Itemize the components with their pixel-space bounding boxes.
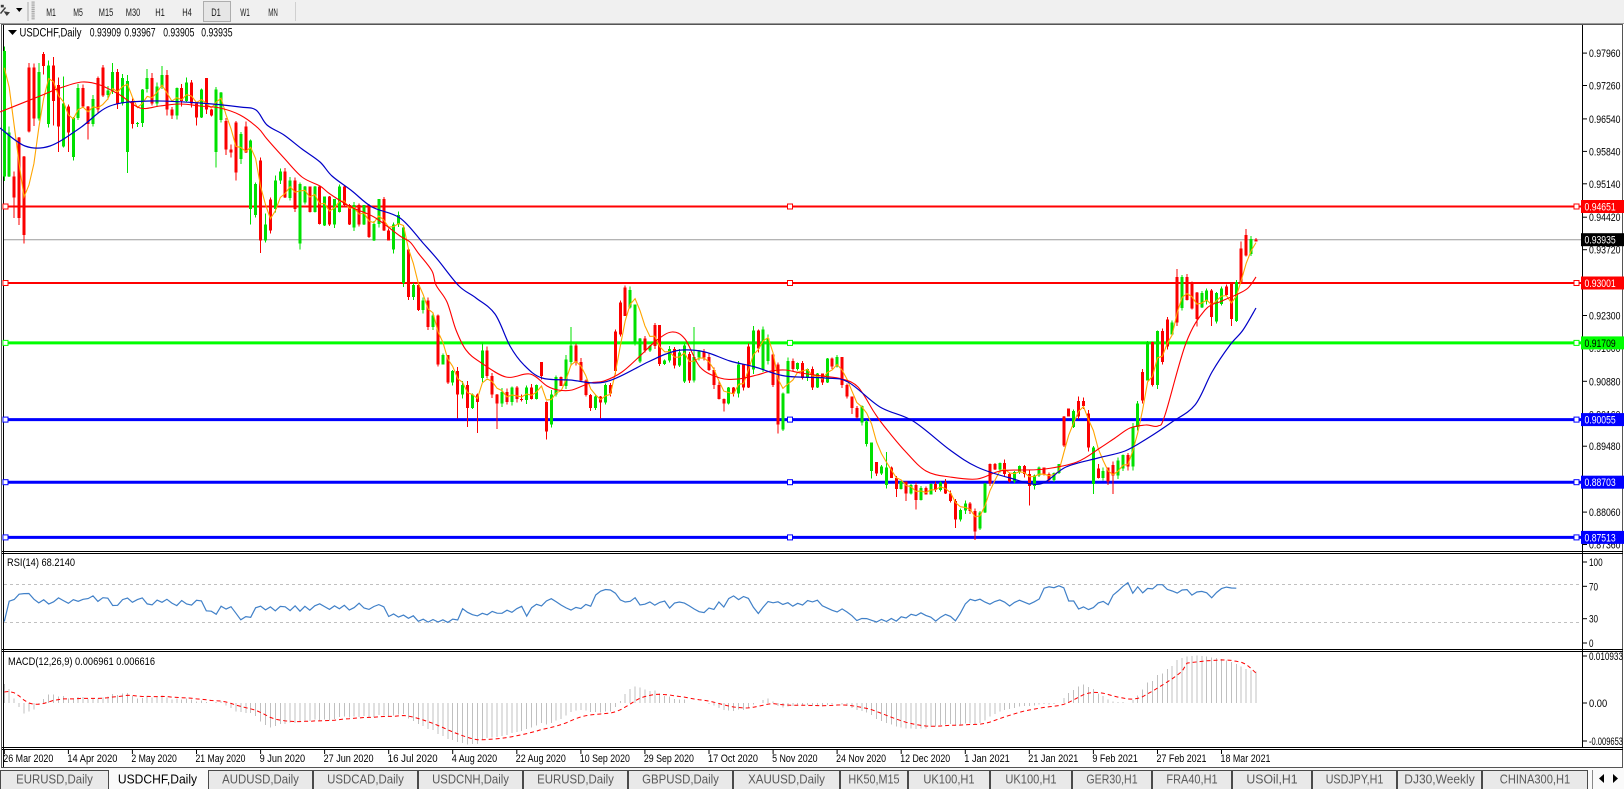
svg-text:0.89480: 0.89480: [1589, 441, 1621, 453]
svg-text:USOil,H1: USOil,H1: [1246, 773, 1297, 787]
svg-text:0.010933: 0.010933: [1589, 651, 1623, 663]
svg-text:D1: D1: [211, 7, 221, 19]
svg-text:USDCAD,Daily: USDCAD,Daily: [327, 773, 404, 787]
svg-text:12 Dec 2020: 12 Dec 2020: [900, 753, 950, 765]
svg-text:30: 30: [1589, 614, 1598, 626]
svg-text:2 May 2020: 2 May 2020: [131, 753, 177, 765]
svg-text:GBPUSD,Daily: GBPUSD,Daily: [642, 773, 719, 787]
svg-text:0.87513: 0.87513: [1585, 532, 1616, 544]
svg-text:EURUSD,Daily: EURUSD,Daily: [16, 773, 93, 787]
svg-text:27 Feb 2021: 27 Feb 2021: [1157, 753, 1207, 765]
svg-text:0.91709: 0.91709: [1585, 338, 1616, 350]
svg-text:0.94420: 0.94420: [1589, 212, 1621, 224]
svg-text:14 Apr 2020: 14 Apr 2020: [67, 753, 117, 765]
svg-text:0.97960: 0.97960: [1589, 48, 1621, 60]
svg-text:DJ30,Weekly: DJ30,Weekly: [1404, 773, 1475, 787]
svg-text:17 Oct 2020: 17 Oct 2020: [708, 753, 758, 765]
svg-text:CHINA300,H1: CHINA300,H1: [1500, 773, 1570, 787]
svg-text:USDCHF,Daily: USDCHF,Daily: [20, 28, 82, 40]
svg-text:H4: H4: [182, 7, 192, 19]
svg-text:MACD(12,26,9) 0.006961 0.00661: MACD(12,26,9) 0.006961 0.006616: [8, 656, 155, 668]
svg-text:22 Aug 2020: 22 Aug 2020: [516, 753, 566, 765]
svg-text:18 Mar 2021: 18 Mar 2021: [1221, 753, 1271, 765]
svg-text:RSI(14) 68.2140: RSI(14) 68.2140: [7, 557, 75, 569]
svg-text:0.95140: 0.95140: [1589, 179, 1621, 191]
svg-text:FRA40,H1: FRA40,H1: [1166, 773, 1217, 787]
svg-text:EURUSD,Daily: EURUSD,Daily: [537, 773, 614, 787]
svg-text:0.94651: 0.94651: [1585, 202, 1616, 214]
svg-text:AUDUSD,Daily: AUDUSD,Daily: [222, 773, 299, 787]
svg-text:USDJPY,H1: USDJPY,H1: [1326, 773, 1384, 787]
svg-text:0.92300: 0.92300: [1589, 311, 1621, 323]
svg-text:0.95840: 0.95840: [1589, 146, 1621, 158]
svg-text:26 Mar 2020: 26 Mar 2020: [3, 753, 53, 765]
svg-text:0.90880: 0.90880: [1589, 376, 1621, 388]
svg-text:9 Feb 2021: 9 Feb 2021: [1092, 753, 1138, 765]
svg-text:W1: W1: [240, 7, 250, 19]
svg-text:0.96540: 0.96540: [1589, 114, 1621, 126]
svg-text:-0.009653: -0.009653: [1589, 736, 1623, 748]
svg-text:24 Nov 2020: 24 Nov 2020: [836, 753, 886, 765]
svg-text:M30: M30: [126, 7, 140, 19]
svg-text:21 Jan 2021: 21 Jan 2021: [1028, 753, 1078, 765]
svg-text:0.93967: 0.93967: [124, 28, 155, 40]
svg-text:0.00: 0.00: [1589, 698, 1607, 710]
svg-text:0.93935: 0.93935: [201, 28, 232, 40]
svg-text:9 Jun 2020: 9 Jun 2020: [260, 753, 306, 765]
svg-text:0: 0: [1589, 638, 1594, 650]
svg-text:USDCNH,Daily: USDCNH,Daily: [432, 773, 509, 787]
svg-text:4 Aug 2020: 4 Aug 2020: [452, 753, 498, 765]
svg-text:0.88060: 0.88060: [1589, 507, 1621, 519]
svg-text:0.93001: 0.93001: [1585, 278, 1616, 290]
svg-text:1 Jan 2021: 1 Jan 2021: [964, 753, 1010, 765]
svg-text:M5: M5: [73, 7, 83, 19]
svg-text:0.90055: 0.90055: [1585, 415, 1616, 427]
svg-text:0.97260: 0.97260: [1589, 81, 1621, 93]
svg-text:16 Jul 2020: 16 Jul 2020: [388, 753, 438, 765]
svg-text:0.93905: 0.93905: [163, 28, 194, 40]
svg-text:M15: M15: [99, 7, 113, 19]
svg-text:0.93720: 0.93720: [1589, 245, 1621, 257]
svg-text:HK50,M15: HK50,M15: [848, 773, 899, 787]
svg-text:0.88703: 0.88703: [1585, 477, 1616, 489]
svg-text:MN: MN: [268, 7, 278, 19]
svg-text:10 Sep 2020: 10 Sep 2020: [580, 753, 630, 765]
svg-text:5 Nov 2020: 5 Nov 2020: [772, 753, 818, 765]
svg-text:0.93909: 0.93909: [90, 28, 121, 40]
svg-text:100: 100: [1589, 557, 1603, 569]
svg-text:27 Jun 2020: 27 Jun 2020: [324, 753, 374, 765]
svg-text:UK100,H1: UK100,H1: [923, 773, 974, 787]
svg-text:H1: H1: [155, 7, 165, 19]
svg-text:70: 70: [1589, 581, 1598, 593]
svg-text:21 May 2020: 21 May 2020: [196, 753, 246, 765]
svg-text:0.93935: 0.93935: [1585, 235, 1616, 247]
svg-text:GER30,H1: GER30,H1: [1086, 773, 1137, 787]
svg-text:M1: M1: [46, 7, 56, 19]
svg-text:USDCHF,Daily: USDCHF,Daily: [118, 773, 198, 787]
svg-text:UK100,H1: UK100,H1: [1005, 773, 1056, 787]
svg-text:XAUUSD,Daily: XAUUSD,Daily: [748, 773, 825, 787]
svg-text:29 Sep 2020: 29 Sep 2020: [644, 753, 694, 765]
